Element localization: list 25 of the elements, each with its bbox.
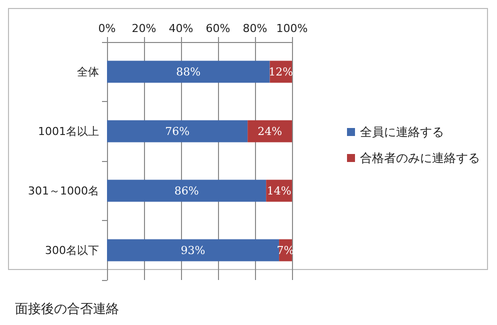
x-tick-label: 80%	[242, 22, 268, 35]
text: 面接後の合否連絡	[15, 301, 119, 318]
bar	[107, 180, 266, 202]
data-label: 12%	[268, 65, 294, 78]
bar	[107, 120, 248, 142]
data-label: 88%	[176, 65, 201, 78]
legend-label: 全員に連絡する	[360, 125, 444, 139]
x-tick-label: 60%	[206, 22, 230, 35]
x-tick-label: 20%	[132, 22, 156, 35]
data-label: 86%	[174, 184, 199, 198]
y-tick-label: 1001名以上	[38, 124, 99, 138]
data-label: 14%	[266, 184, 292, 198]
legend-label: 合格者のみに連絡する	[360, 151, 480, 165]
bar	[107, 60, 270, 83]
y-tick-label: 全体	[77, 65, 99, 78]
x-tick-label: 100%	[276, 22, 308, 35]
y-tick-label: 301～1000名	[28, 184, 99, 198]
data-label: 24%	[258, 124, 282, 138]
x-tick-label: 0%	[98, 22, 116, 35]
bar	[248, 120, 292, 142]
data-label: 76%	[165, 124, 190, 138]
x-tick-label: 40%	[168, 22, 194, 35]
y-tick-label: 300名以下	[45, 244, 99, 257]
bar	[107, 239, 280, 262]
data-label: 93%	[180, 244, 206, 257]
